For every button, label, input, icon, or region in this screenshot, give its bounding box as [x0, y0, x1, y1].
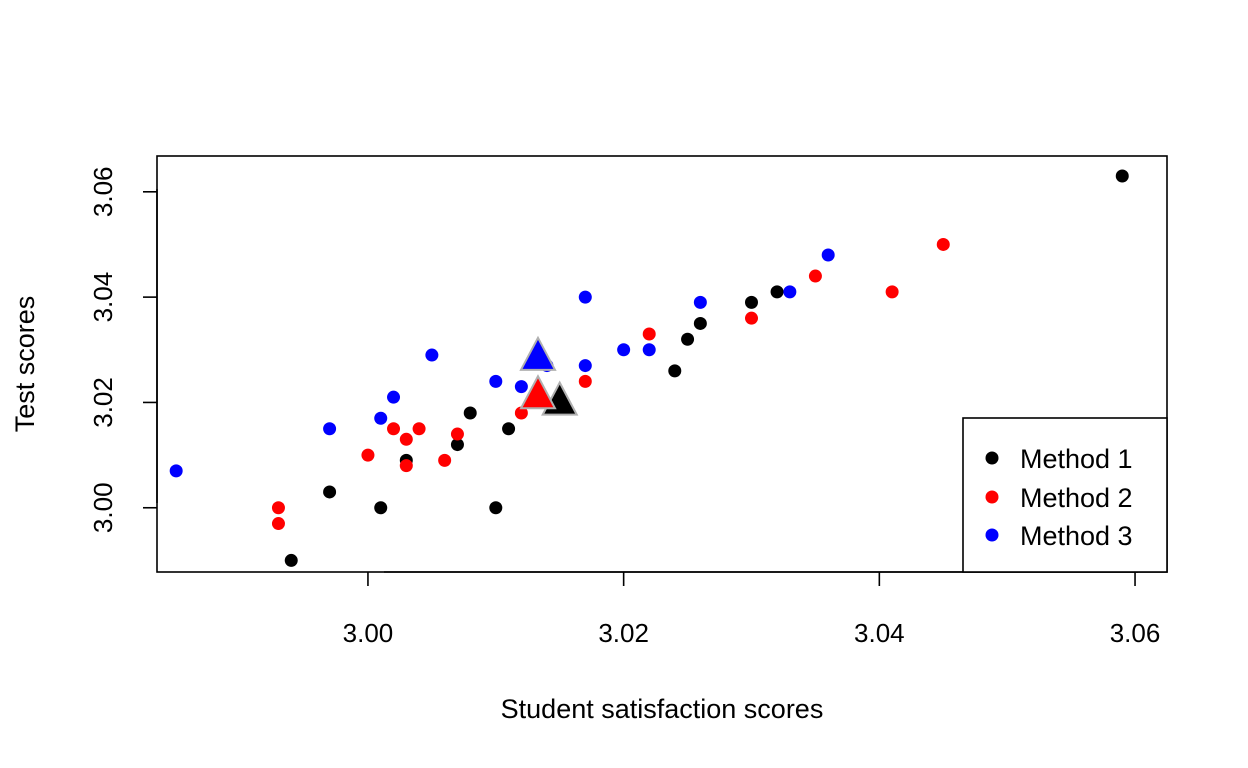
point-method-2: [450, 427, 464, 441]
mean-marker-method-3: [519, 335, 557, 371]
x-tick-label: 3.06: [1110, 618, 1161, 648]
y-tick-label: 3.04: [88, 272, 118, 323]
point-method-1: [463, 406, 477, 420]
point-method-1: [323, 485, 337, 499]
point-method-1: [1115, 169, 1129, 183]
x-axis-title: Student satisfaction scores: [501, 694, 824, 724]
point-method-2: [399, 459, 413, 473]
point-method-3: [323, 422, 337, 436]
point-method-1: [770, 285, 784, 299]
point-method-3: [489, 374, 503, 388]
point-method-3: [425, 348, 439, 362]
legend-label-method-1: Method 1: [1020, 444, 1133, 474]
point-method-2: [412, 422, 426, 436]
point-method-2: [514, 406, 528, 420]
legend-label-method-2: Method 2: [1020, 483, 1133, 513]
point-method-3: [514, 380, 528, 394]
y-axis-title: Test scores: [10, 296, 40, 433]
point-method-3: [783, 285, 797, 299]
point-method-2: [387, 422, 401, 436]
point-method-1: [502, 422, 516, 436]
point-method-2: [271, 517, 285, 531]
y-axis: 3.00 3.02 3.04 3.06: [88, 167, 158, 533]
point-method-1: [374, 501, 388, 515]
point-method-3: [387, 390, 401, 404]
legend-marker-method-1: [985, 451, 999, 465]
point-method-2: [271, 501, 285, 515]
point-method-1: [693, 316, 707, 330]
mean-markers: [519, 335, 579, 416]
point-method-3: [693, 295, 707, 309]
point-method-2: [399, 432, 413, 446]
point-method-3: [578, 359, 592, 373]
y-tick-label: 3.00: [88, 482, 118, 533]
point-method-2: [885, 285, 899, 299]
point-method-3: [169, 464, 183, 478]
legend-marker-method-3: [985, 528, 999, 542]
legend-marker-method-2: [985, 490, 999, 504]
point-method-2: [438, 453, 452, 467]
y-tick-label: 3.06: [88, 167, 118, 218]
point-method-2: [361, 448, 375, 462]
point-method-3: [617, 343, 631, 357]
mean-marker-method-2: [519, 374, 557, 410]
legend-label-method-3: Method 3: [1020, 521, 1133, 551]
y-tick-label: 3.02: [88, 377, 118, 428]
x-axis: 3.00 3.02 3.04 3.06: [343, 571, 1161, 648]
point-method-2: [578, 374, 592, 388]
legend: Method 1 Method 2 Method 3: [962, 417, 1168, 573]
point-method-2: [642, 327, 656, 341]
point-method-3: [642, 343, 656, 357]
point-method-1: [681, 332, 695, 346]
x-tick-label: 3.04: [854, 618, 905, 648]
x-tick-label: 3.02: [598, 618, 649, 648]
x-tick-label: 3.00: [343, 618, 394, 648]
point-method-2: [808, 269, 822, 283]
point-method-2: [936, 237, 950, 251]
point-method-2: [744, 311, 758, 325]
point-method-1: [450, 438, 464, 452]
point-method-3: [821, 248, 835, 262]
point-method-1: [744, 295, 758, 309]
point-method-1: [489, 501, 503, 515]
point-method-3: [374, 411, 388, 425]
point-method-3: [578, 290, 592, 304]
point-method-1: [284, 553, 298, 567]
point-method-1: [668, 364, 682, 378]
